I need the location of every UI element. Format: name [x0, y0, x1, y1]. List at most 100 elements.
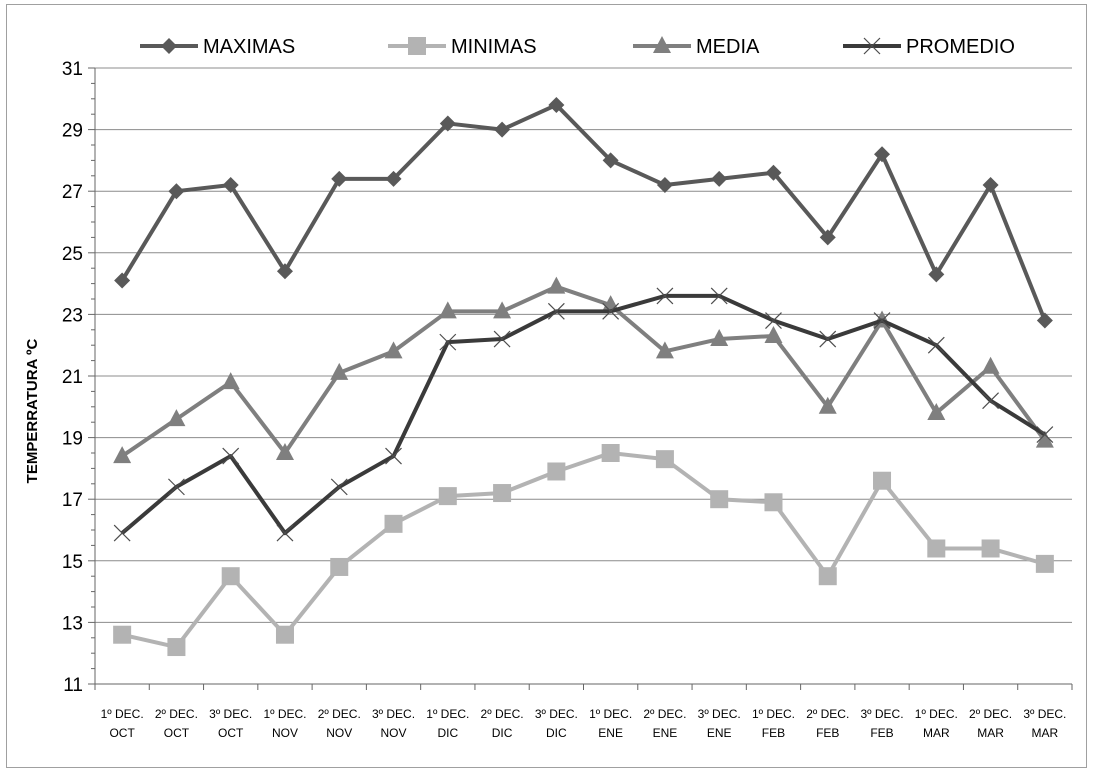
x-marker-stroke — [222, 447, 240, 465]
x-marker-stroke — [547, 302, 565, 320]
x-tick-label: 3º DEC. — [698, 707, 741, 721]
series-line-media — [121, 284, 1047, 458]
x-tick-label-month: DIC — [492, 726, 513, 740]
y-tick-labels: 11 13 15 17 19 21 23 25 27 29 31 — [62, 59, 83, 696]
series-markers-promedio — [113, 287, 1054, 542]
x-marker-stroke — [873, 312, 891, 329]
data-point — [167, 638, 186, 657]
x-marker-stroke — [439, 333, 457, 351]
legend: MAXIMAS MINIMAS MEDIA PROMEDIO — [140, 36, 1015, 58]
x-tick-label-month: OCT — [109, 726, 135, 740]
x-tick-label: 2º DEC. — [969, 707, 1012, 721]
data-point — [710, 287, 728, 305]
legend-item-minimas: MINIMAS — [388, 36, 537, 58]
x-tick-label: 1º DEC. — [915, 707, 958, 721]
legend-marker — [408, 37, 426, 55]
data-point — [547, 276, 566, 294]
series-markers-minimas — [113, 444, 1054, 657]
data-point — [493, 330, 511, 348]
series-promedio — [113, 287, 1054, 542]
x-tick-label: 2º DEC. — [155, 707, 198, 721]
x-marker-stroke — [167, 478, 185, 496]
x-tick-label: 2º DEC. — [643, 707, 686, 721]
legend-label: MEDIA — [696, 36, 760, 58]
y-tick-label: 25 — [62, 244, 83, 265]
data-point — [330, 478, 348, 496]
y-axis-label: TEMPERRATURA ºC — [24, 339, 41, 484]
data-point — [764, 493, 783, 512]
data-point — [765, 312, 782, 329]
series-line-promedio — [120, 293, 1046, 536]
data-point — [493, 301, 512, 319]
data-point — [221, 372, 240, 390]
data-point — [927, 539, 946, 558]
x-tick-labels: 1º DEC. OCT 2º DEC. OCT 3º DEC. OCT 1º DEC. NOV… — [101, 707, 1067, 740]
data-point — [655, 341, 674, 359]
legend-label: MAXIMAS — [203, 36, 295, 58]
x-marker-stroke — [927, 336, 945, 354]
x-tick-label-month: FEB — [762, 726, 785, 740]
x-marker-stroke — [493, 330, 511, 348]
series-minimas — [113, 444, 1054, 657]
gridlines — [95, 67, 1072, 623]
x-tick-label-month: MAR — [1032, 726, 1059, 740]
x-tick-label: 1º DEC. — [101, 707, 144, 721]
legend-label: PROMEDIO — [906, 36, 1015, 58]
x-tick-label: 2º DEC. — [806, 707, 849, 721]
data-point — [764, 325, 783, 343]
series-line-maximas — [120, 102, 1047, 322]
x-marker-stroke — [113, 524, 131, 542]
x-marker-stroke — [656, 287, 674, 305]
x-tick-label: 3º DEC. — [535, 707, 578, 721]
y-tick-label: 29 — [62, 121, 83, 142]
data-point — [113, 524, 131, 542]
legend-item-media: MEDIA — [633, 36, 760, 58]
series-markers-media — [113, 276, 1054, 464]
data-point — [493, 484, 512, 503]
data-point — [981, 539, 1000, 558]
data-point — [438, 301, 457, 319]
x-tick-label: 1º DEC. — [426, 707, 469, 721]
y-tick-label: 19 — [62, 429, 83, 450]
data-point — [113, 446, 132, 464]
x-marker-stroke — [276, 524, 294, 542]
x-tick-label-month: FEB — [870, 726, 893, 740]
data-point — [656, 177, 673, 194]
data-point — [819, 229, 836, 246]
data-point — [1035, 554, 1054, 573]
data-point — [275, 625, 294, 644]
x-tick-label-month: NOV — [381, 726, 407, 740]
x-tick-label: 3º DEC. — [860, 707, 903, 721]
data-point — [818, 396, 837, 414]
legend-marker — [161, 38, 177, 54]
y-tick-label: 17 — [62, 490, 83, 511]
data-point — [602, 152, 619, 169]
legend-marker — [863, 37, 881, 55]
x-marker-stroke — [1036, 426, 1054, 443]
x-tick-label-month: FEB — [816, 726, 839, 740]
x-marker-stroke — [385, 447, 402, 465]
data-point — [927, 402, 946, 420]
x-tick-label-month: NOV — [272, 726, 298, 740]
data-point — [385, 447, 402, 465]
data-point — [548, 96, 565, 113]
data-point — [819, 330, 837, 348]
y-tick-label: 15 — [62, 552, 83, 573]
data-point — [439, 115, 456, 132]
data-point — [927, 336, 945, 354]
x-marker-stroke — [982, 392, 1000, 410]
data-point — [656, 287, 674, 305]
data-point — [168, 183, 185, 200]
data-point — [710, 329, 729, 347]
y-tick-label: 31 — [62, 59, 83, 80]
data-point — [331, 170, 348, 187]
data-point — [1036, 426, 1054, 443]
series-markers-maximas — [114, 96, 1053, 329]
data-point — [275, 443, 294, 460]
axes — [88, 67, 1073, 690]
x-tick-label: 2º DEC. — [481, 707, 524, 721]
data-point — [384, 514, 403, 533]
data-point — [221, 567, 240, 586]
series-line-minimas — [121, 451, 1046, 650]
